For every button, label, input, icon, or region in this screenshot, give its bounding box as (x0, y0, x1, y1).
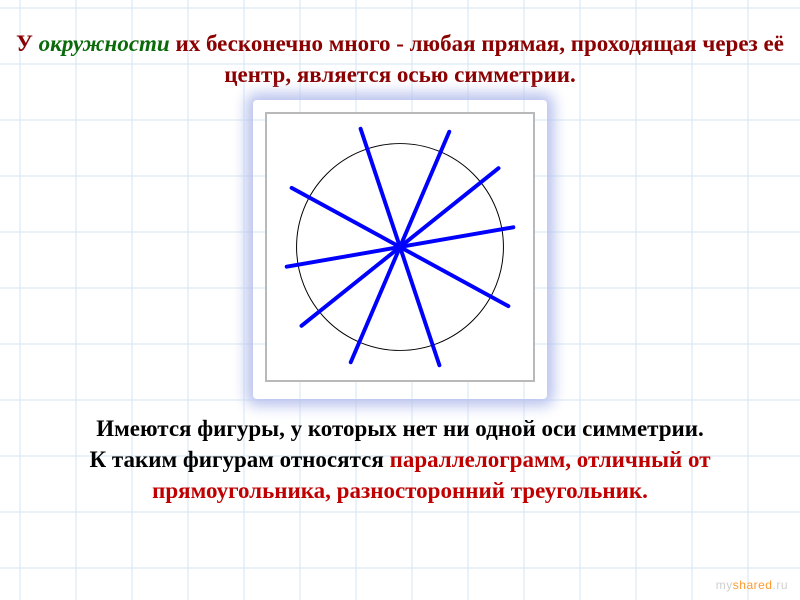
watermark-ru: .ru (772, 578, 788, 592)
watermark: myshared.ru (716, 578, 788, 592)
slide-content: У окружности их бесконечно много - любая… (0, 0, 800, 600)
top-paragraph: У окружности их бесконечно много - любая… (0, 28, 800, 90)
watermark-shared: shared (733, 578, 773, 592)
figure-container (265, 112, 535, 387)
watermark-my: my (716, 578, 733, 592)
bottom-paragraph: Имеются фигуры, у которых нет ни одной о… (0, 413, 800, 506)
circle-symmetry-diagram (265, 112, 535, 382)
